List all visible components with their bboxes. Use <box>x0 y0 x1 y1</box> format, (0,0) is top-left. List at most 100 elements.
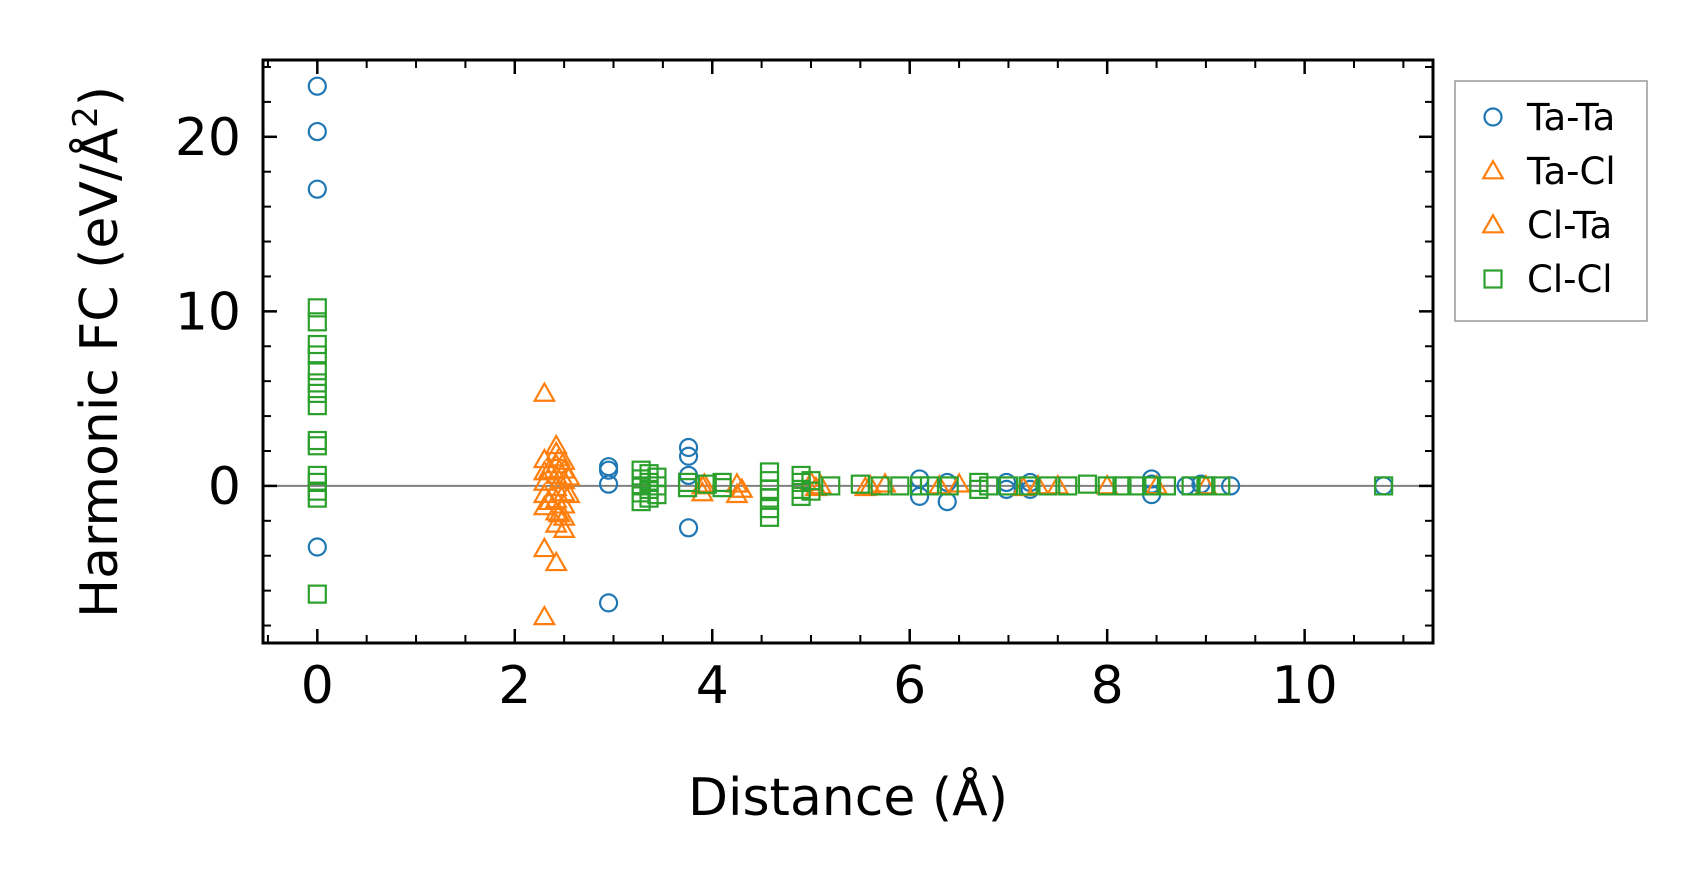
y-tick-label: 20 <box>175 108 241 168</box>
data-point <box>947 472 971 493</box>
y-axis-title-main: Harmonic FC (eV/Å <box>68 127 130 618</box>
data-point <box>1374 476 1394 496</box>
x-tick-label: 0 <box>301 656 334 716</box>
data-point <box>532 604 557 626</box>
data-point <box>1038 476 1058 496</box>
data-point <box>998 476 1019 496</box>
data-point <box>821 476 841 496</box>
data-point <box>647 485 667 505</box>
data-point <box>804 475 828 497</box>
data-point <box>1220 476 1241 496</box>
data-point <box>969 479 989 499</box>
y-axis-title-superscript: 2 <box>66 106 106 128</box>
y-axis-title: Harmonic FC (eV/Å2) <box>66 86 130 618</box>
data-point <box>1046 473 1070 495</box>
data-point <box>1077 474 1098 494</box>
data-point <box>307 537 327 557</box>
data-point <box>678 518 699 538</box>
data-point <box>725 472 749 493</box>
data-point <box>307 465 327 486</box>
data-point <box>532 459 557 481</box>
legend-marker <box>1483 107 1503 127</box>
data-point <box>678 465 699 486</box>
series-cl-ta <box>537 445 1050 523</box>
y-axis-title-close: ) <box>70 86 130 106</box>
legend-marker <box>1481 213 1505 234</box>
data-point <box>598 460 619 480</box>
data-point <box>1112 476 1132 496</box>
data-point <box>927 473 951 495</box>
data-point <box>870 476 890 496</box>
y-tick-label: 10 <box>175 282 241 342</box>
data-point <box>730 477 754 498</box>
data-point <box>937 492 957 512</box>
data-point <box>873 472 897 493</box>
data-point <box>801 481 821 501</box>
data-point <box>791 486 811 506</box>
data-point <box>557 482 581 504</box>
data-point <box>307 396 327 416</box>
data-point <box>1181 476 1201 496</box>
data-point <box>678 446 699 466</box>
data-point <box>1127 476 1147 496</box>
legend-label: Ta-Cl <box>1526 150 1616 193</box>
data-point <box>532 494 557 516</box>
legend: Ta-Ta Ta-Cl Cl-Ta Cl-Cl <box>1454 80 1648 322</box>
tick-labels-group: 0 2 4 6 8 10 0 10 20 <box>175 108 1338 716</box>
data-point <box>939 476 959 496</box>
legend-entry: Ta-Ta <box>1483 96 1615 139</box>
legend-entry: Cl-Cl <box>1483 258 1613 301</box>
axis-ticks-group <box>263 60 1433 643</box>
x-tick-label: 10 <box>1272 656 1338 716</box>
series-ta-ta <box>307 76 1394 613</box>
y-tick-label: 0 <box>208 457 241 517</box>
data-point <box>552 468 576 490</box>
data-point <box>307 312 327 332</box>
data-point <box>307 298 327 318</box>
legend-frame <box>1454 80 1648 322</box>
data-point <box>598 593 619 613</box>
data-point <box>850 474 870 494</box>
data-point <box>1026 473 1050 495</box>
data-point <box>712 478 732 498</box>
data-point <box>1142 476 1162 496</box>
data-point <box>801 471 821 491</box>
data-point <box>858 473 882 495</box>
x-tick-label: 4 <box>696 656 729 716</box>
data-point <box>809 473 833 495</box>
series-cl-cl <box>307 298 1394 604</box>
data-point <box>1196 476 1216 496</box>
series-ta-cl <box>532 381 1218 626</box>
data-point <box>307 121 327 142</box>
data-point <box>547 445 571 467</box>
data-point <box>598 474 619 494</box>
data-point <box>552 517 576 538</box>
data-point <box>307 179 327 199</box>
data-point <box>307 361 327 381</box>
data-point <box>552 480 576 502</box>
legend-marker <box>1483 269 1503 289</box>
data-point <box>853 475 877 497</box>
legend-entry: Ta-Cl <box>1481 150 1616 193</box>
data-point <box>307 436 327 456</box>
data-point <box>890 476 910 496</box>
data-point <box>1211 476 1231 496</box>
data-point <box>544 550 568 572</box>
data-point <box>759 507 780 527</box>
data-point <box>552 505 576 526</box>
data-point <box>307 584 327 604</box>
data-point <box>307 383 327 403</box>
data-point <box>307 488 327 508</box>
data-point <box>532 470 557 491</box>
data-point <box>537 458 561 479</box>
data-point <box>678 437 699 458</box>
x-tick-label: 8 <box>1091 656 1124 716</box>
data-point <box>1194 473 1218 495</box>
data-point <box>1058 476 1078 496</box>
legend-label: Cl-Ta <box>1527 204 1612 247</box>
data-points-group <box>307 76 1394 626</box>
data-point <box>909 476 930 496</box>
data-point <box>307 76 327 96</box>
